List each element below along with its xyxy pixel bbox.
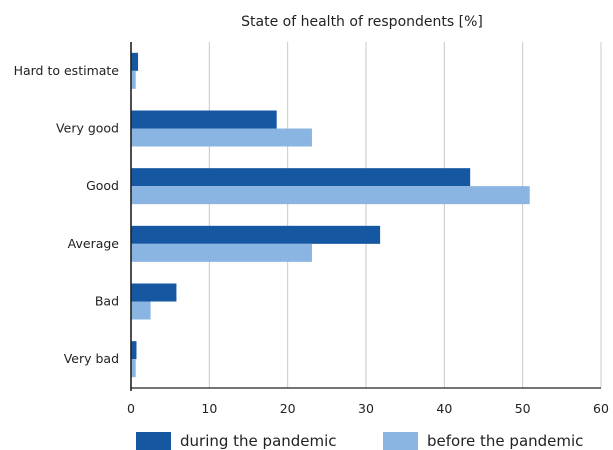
legend: during the pandemic before the pandemic bbox=[136, 432, 583, 450]
category-label: Very good bbox=[56, 121, 119, 136]
category-label: Good bbox=[86, 178, 119, 193]
chart-title: State of health of respondents [%] bbox=[241, 14, 483, 30]
x-tick-label: 60 bbox=[593, 401, 609, 416]
bar-average-before bbox=[131, 243, 312, 262]
bar-bad-during bbox=[131, 283, 177, 302]
bar-hard-to-estimate-during bbox=[131, 52, 139, 71]
category-label: Average bbox=[68, 236, 120, 251]
bar-bad-before bbox=[131, 301, 151, 320]
category-label: Hard to estimate bbox=[14, 63, 120, 78]
legend-label-before: before the pandemic bbox=[427, 432, 583, 450]
x-tick-label: 0 bbox=[127, 401, 135, 416]
x-tick-label: 50 bbox=[515, 401, 531, 416]
bar-good-before bbox=[131, 186, 530, 205]
legend-label-during: during the pandemic bbox=[180, 432, 337, 450]
x-tick-labels: 0 10 20 30 40 50 60 bbox=[127, 401, 609, 416]
x-tick-label: 30 bbox=[358, 401, 374, 416]
legend-swatch-before bbox=[383, 432, 418, 450]
bar-hard-to-estimate-before bbox=[131, 70, 136, 89]
x-tick-label: 10 bbox=[201, 401, 217, 416]
bar-average-during bbox=[131, 225, 381, 244]
bar-good-during bbox=[131, 168, 471, 187]
bars bbox=[131, 52, 530, 378]
bar-very-bad-before bbox=[131, 359, 136, 378]
x-tick-label: 40 bbox=[436, 401, 452, 416]
category-labels: Hard to estimate Very good Good Average Bad V… bbox=[14, 63, 120, 366]
legend-swatch-during bbox=[136, 432, 171, 450]
bar-very-good-before bbox=[131, 128, 312, 147]
category-label: Very bad bbox=[64, 351, 119, 366]
category-label: Bad bbox=[95, 294, 119, 309]
axes bbox=[130, 42, 601, 391]
bar-very-good-during bbox=[131, 110, 277, 129]
x-tick-label: 20 bbox=[280, 401, 296, 416]
bar-very-bad-during bbox=[131, 341, 137, 360]
grid-lines bbox=[208, 42, 602, 388]
